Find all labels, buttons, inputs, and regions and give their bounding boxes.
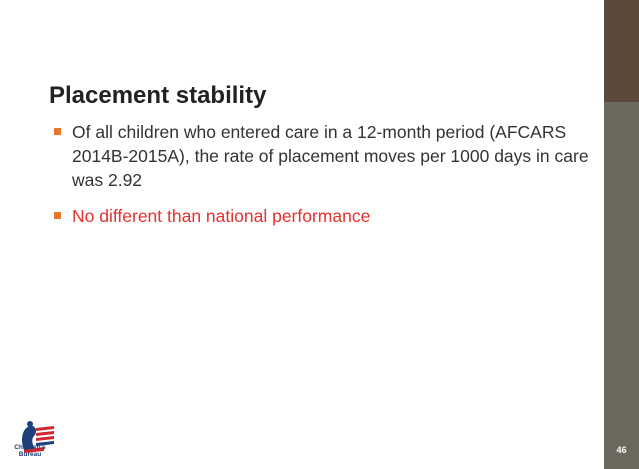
bullet: No different than national performance: [54, 204, 589, 228]
side-bar-top: [604, 0, 639, 102]
slide-title: Placement stability: [49, 82, 267, 109]
bullet: Of all children who entered care in a 12…: [54, 120, 589, 192]
logo-text: Children's Bureau: [10, 444, 50, 458]
logo-mark: [22, 421, 54, 453]
page-number: 46: [616, 445, 627, 455]
bullet-list: Of all children who entered care in a 12…: [54, 120, 589, 240]
side-bar-bottom: [604, 102, 639, 469]
logo-line: Bureau: [18, 451, 42, 458]
logo-line: Children's: [14, 444, 46, 451]
